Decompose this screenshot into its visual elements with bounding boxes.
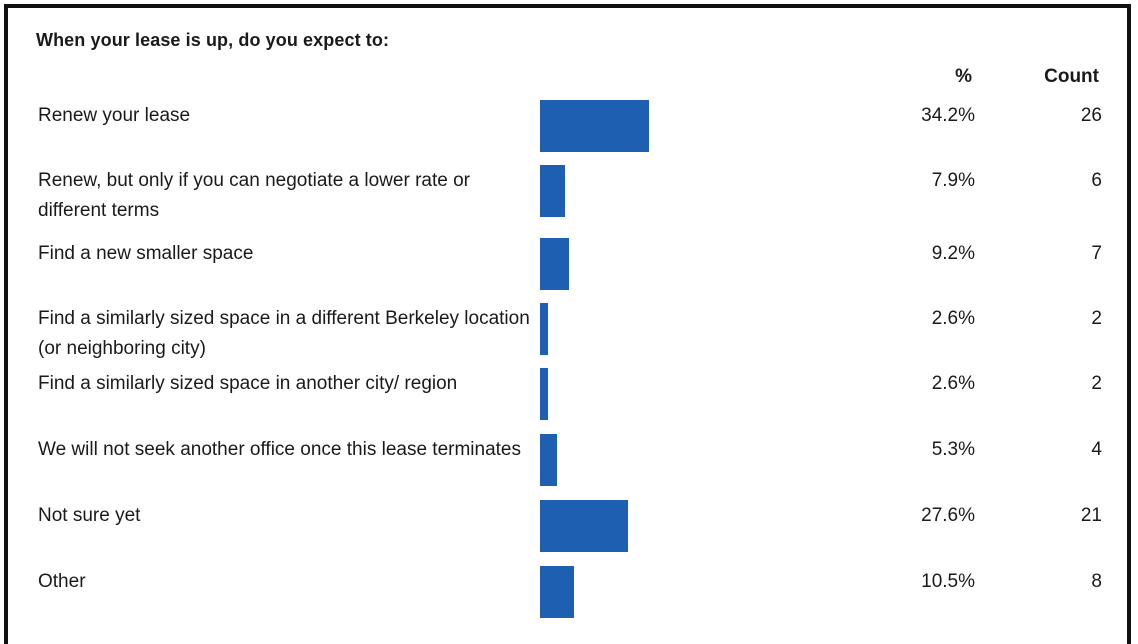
count-value: 7	[1091, 243, 1102, 264]
bar	[540, 165, 566, 217]
count-value: 2	[1091, 373, 1102, 394]
percent-value: 5.3%	[931, 439, 975, 460]
count-value: 8	[1091, 571, 1102, 592]
row-label: We will not seek another office once thi…	[38, 439, 521, 460]
count-value: 2	[1091, 308, 1102, 329]
percent-value: 10.5%	[921, 571, 975, 592]
percent-value: 2.6%	[931, 308, 975, 329]
column-header-percent: %	[955, 66, 972, 87]
percent-value: 27.6%	[921, 505, 975, 526]
percent-value: 9.2%	[931, 243, 975, 264]
count-value: 26	[1080, 105, 1102, 126]
column-header-count: Count	[1044, 66, 1099, 87]
chart-title: When your lease is up, do you expect to:	[36, 30, 390, 50]
bar	[540, 238, 570, 290]
percent-value: 7.9%	[931, 170, 975, 191]
row-label: Find a new smaller space	[38, 243, 254, 264]
percent-value: 2.6%	[931, 373, 975, 394]
row-label: Renew, but only if you can negotiate a l…	[38, 170, 470, 221]
row-label: Renew your lease	[38, 105, 191, 126]
bar	[540, 566, 574, 618]
count-value: 21	[1080, 505, 1102, 526]
bar	[540, 434, 557, 486]
row-label: Other	[38, 571, 86, 592]
row-label: Find a similarly sized space in a differ…	[38, 308, 530, 359]
bar	[540, 100, 650, 152]
count-value: 6	[1091, 170, 1102, 191]
percent-value: 34.2%	[921, 105, 975, 126]
bar	[540, 500, 629, 552]
count-value: 4	[1091, 439, 1102, 460]
bar	[540, 303, 549, 355]
bar	[540, 368, 549, 420]
row-label: Not sure yet	[38, 505, 141, 526]
row-label: Find a similarly sized space in another …	[38, 373, 458, 394]
